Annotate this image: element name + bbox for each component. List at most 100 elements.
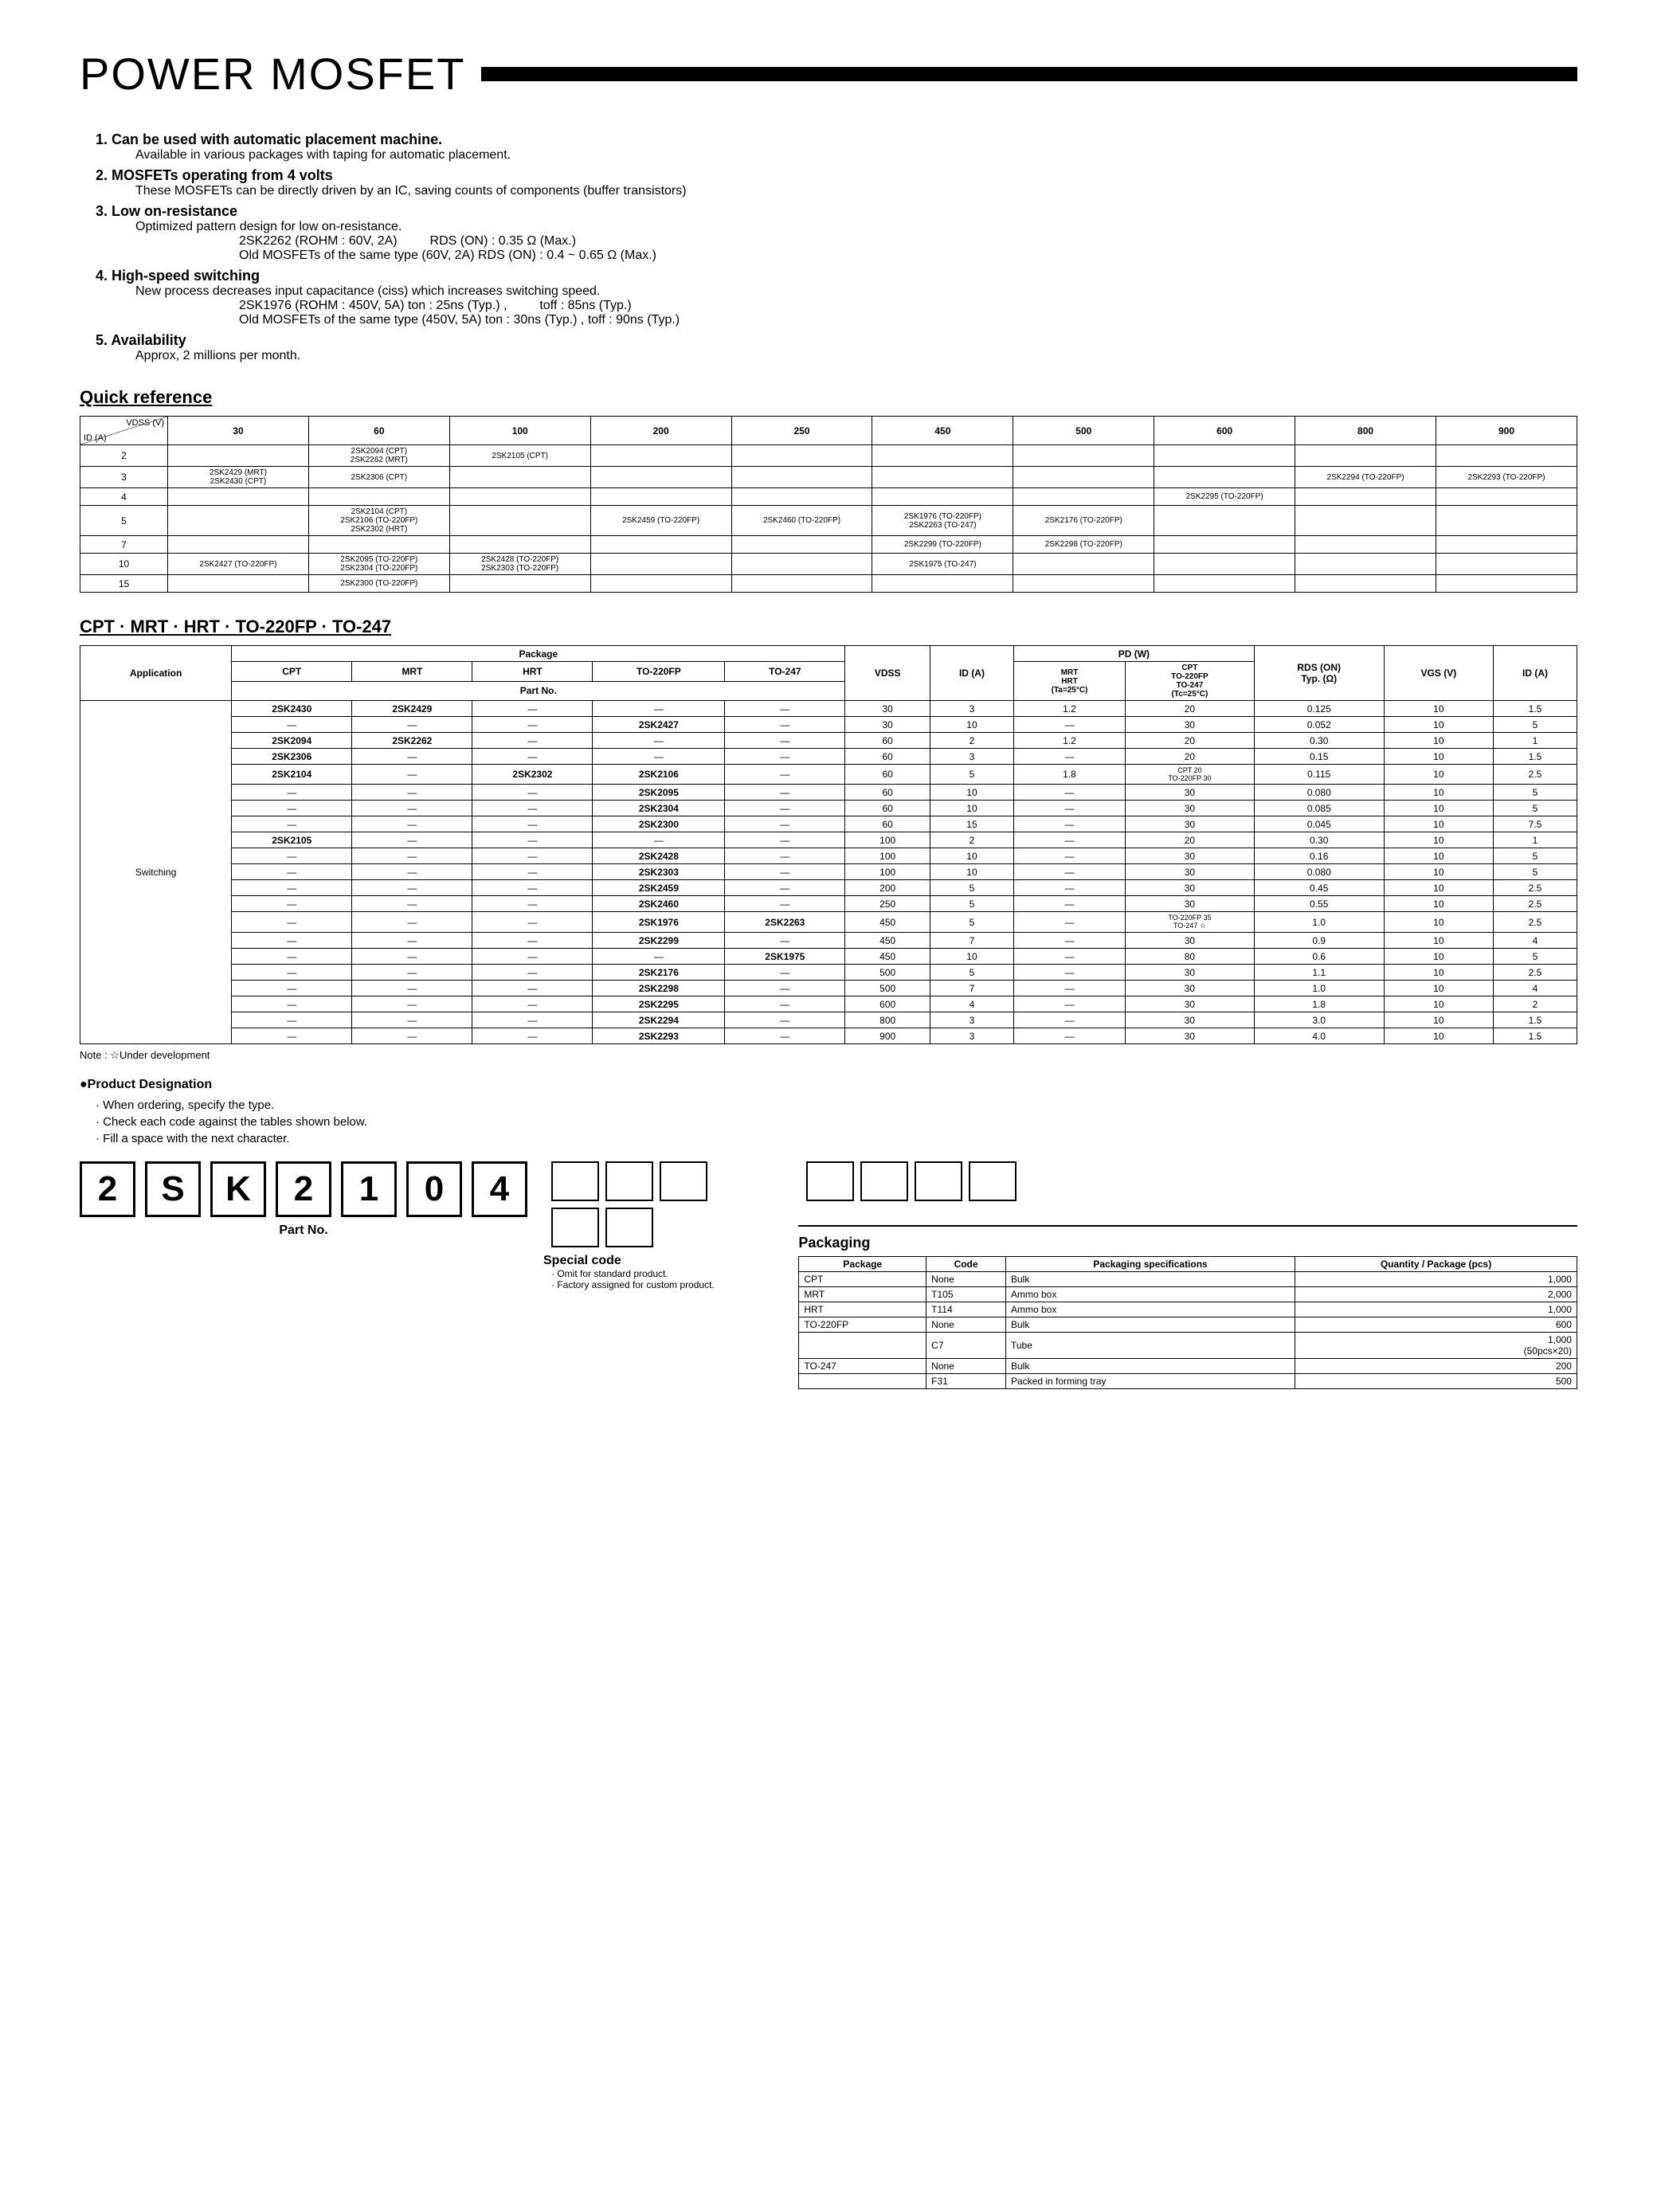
spec-cell: 10 [1384, 749, 1493, 765]
spec-cell: 4 [1494, 933, 1577, 949]
spec-cell: 4 [1494, 981, 1577, 996]
spec-cell: 100 [845, 848, 930, 864]
spec-cell: — [472, 832, 593, 848]
spec-cell: — [232, 880, 352, 896]
spec-cell: 0.45 [1254, 880, 1384, 896]
qref-cell: 2SK2298 (TO-220FP) [1013, 536, 1154, 554]
qref-col-60: 60 [308, 417, 449, 445]
spec-cell: — [352, 949, 472, 965]
spec-cell: 1.5 [1494, 1012, 1577, 1028]
pack-cell: CPT [799, 1272, 926, 1287]
spec-cell: — [472, 965, 593, 981]
qref-row-2: 2 [80, 445, 168, 467]
partno-box: K [210, 1161, 266, 1217]
spec-cell: 10 [1384, 912, 1493, 933]
spec-cell: 1.5 [1494, 1028, 1577, 1044]
spec-cell: 1.2 [1013, 701, 1125, 717]
spec-cell: 5 [930, 896, 1014, 912]
spec-cell: — [232, 996, 352, 1012]
spec-cell: — [725, 785, 845, 801]
spec-cell: 5 [1494, 864, 1577, 880]
spec-cell: 2SK2299 [593, 933, 725, 949]
qref-cell [590, 575, 731, 593]
feature-title: 1. Can be used with automatic placement … [96, 131, 1577, 148]
spec-cell: 1 [1494, 733, 1577, 749]
pack-cell: 2,000 [1295, 1287, 1577, 1302]
qref-cell [1013, 554, 1154, 575]
spec-cell: 2.5 [1494, 765, 1577, 785]
feature-line: 2SK2262 (ROHM : 60V, 2A) RDS (ON) : 0.35… [239, 234, 1577, 249]
spec-cell: 30 [1126, 880, 1255, 896]
special-box [660, 1161, 707, 1201]
spec-cell: — [472, 1012, 593, 1028]
special-sub2: · Factory assigned for custom product. [551, 1279, 715, 1290]
spec-cell: 2SK2306 [232, 749, 352, 765]
spec-cell: 1.5 [1494, 701, 1577, 717]
spec-cell: 1.8 [1013, 765, 1125, 785]
hdr-vdss: VDSS [845, 646, 930, 701]
spec-cell: 80 [1126, 949, 1255, 965]
feature-line: Approx, 2 millions per month. [135, 349, 1577, 363]
designation-bullet: · When ordering, specify the type. [96, 1098, 1577, 1112]
pack-header: Code [926, 1257, 1006, 1272]
spec-cell: — [232, 933, 352, 949]
spec-cell: — [352, 832, 472, 848]
spec-cell: 30 [1126, 1012, 1255, 1028]
feature-title: 2. MOSFETs operating from 4 volts [96, 167, 1577, 184]
spec-cell: 0.30 [1254, 733, 1384, 749]
spec-cell: 2SK2176 [593, 965, 725, 981]
spec-cell: 450 [845, 949, 930, 965]
spec-cell: 4 [930, 996, 1014, 1012]
spec-cell: 3.0 [1254, 1012, 1384, 1028]
qref-col-30: 30 [168, 417, 309, 445]
spec-cell: — [725, 896, 845, 912]
spec-cell: — [725, 880, 845, 896]
pack-cell: Ammo box [1005, 1287, 1295, 1302]
spec-cell: 30 [1126, 848, 1255, 864]
spec-cell: — [1013, 896, 1125, 912]
spec-cell: 30 [1126, 896, 1255, 912]
qref-cell [872, 445, 1013, 467]
qref-cell [1295, 575, 1436, 593]
spec-cell: 10 [930, 864, 1014, 880]
special-sub1: · Omit for standard product. [551, 1268, 715, 1279]
spec-cell: 2SK2302 [472, 765, 593, 785]
spec-cell: 2SK2262 [352, 733, 472, 749]
spec-cell: — [725, 816, 845, 832]
spec-cell: 0.085 [1254, 801, 1384, 816]
spec-cell: 30 [1126, 965, 1255, 981]
qref-col-250: 250 [731, 417, 872, 445]
spec-cell: 20 [1126, 701, 1255, 717]
spec-cell: — [1013, 933, 1125, 949]
special-box [551, 1208, 599, 1247]
spec-cell: — [1013, 912, 1125, 933]
spec-cell: 2SK2295 [593, 996, 725, 1012]
spec-cell: 2SK2304 [593, 801, 725, 816]
pack-cell: 600 [1295, 1317, 1577, 1333]
features-list: 1. Can be used with automatic placement … [80, 131, 1577, 363]
spec-cell: 100 [845, 832, 930, 848]
spec-cell: 10 [930, 949, 1014, 965]
spec-cell: — [352, 1012, 472, 1028]
qref-cell: 2SK2299 (TO-220FP) [872, 536, 1013, 554]
spec-cell: 0.052 [1254, 717, 1384, 733]
spec-cell: 0.15 [1254, 749, 1384, 765]
hdr-pkg-2: HRT [472, 662, 593, 682]
spec-cell: — [725, 996, 845, 1012]
spec-cell: — [232, 949, 352, 965]
spec-cell: — [352, 765, 472, 785]
spec-cell: 3 [930, 1028, 1014, 1044]
qref-cell [168, 506, 309, 536]
qref-cell: 2SK2428 (TO-220FP) 2SK2303 (TO-220FP) [449, 554, 590, 575]
qref-cell: 2SK2293 (TO-220FP) [1436, 467, 1577, 488]
spec-cell: 5 [930, 765, 1014, 785]
spec-cell: — [472, 912, 593, 933]
header-bar [481, 67, 1577, 81]
qref-row-4: 4 [80, 488, 168, 506]
spec-cell: — [725, 933, 845, 949]
spec-cell: 30 [1126, 801, 1255, 816]
spec-cell: 2SK2460 [593, 896, 725, 912]
pack-header: Quantity / Package (pcs) [1295, 1257, 1577, 1272]
spec-cell: — [1013, 785, 1125, 801]
qref-cell [1436, 445, 1577, 467]
